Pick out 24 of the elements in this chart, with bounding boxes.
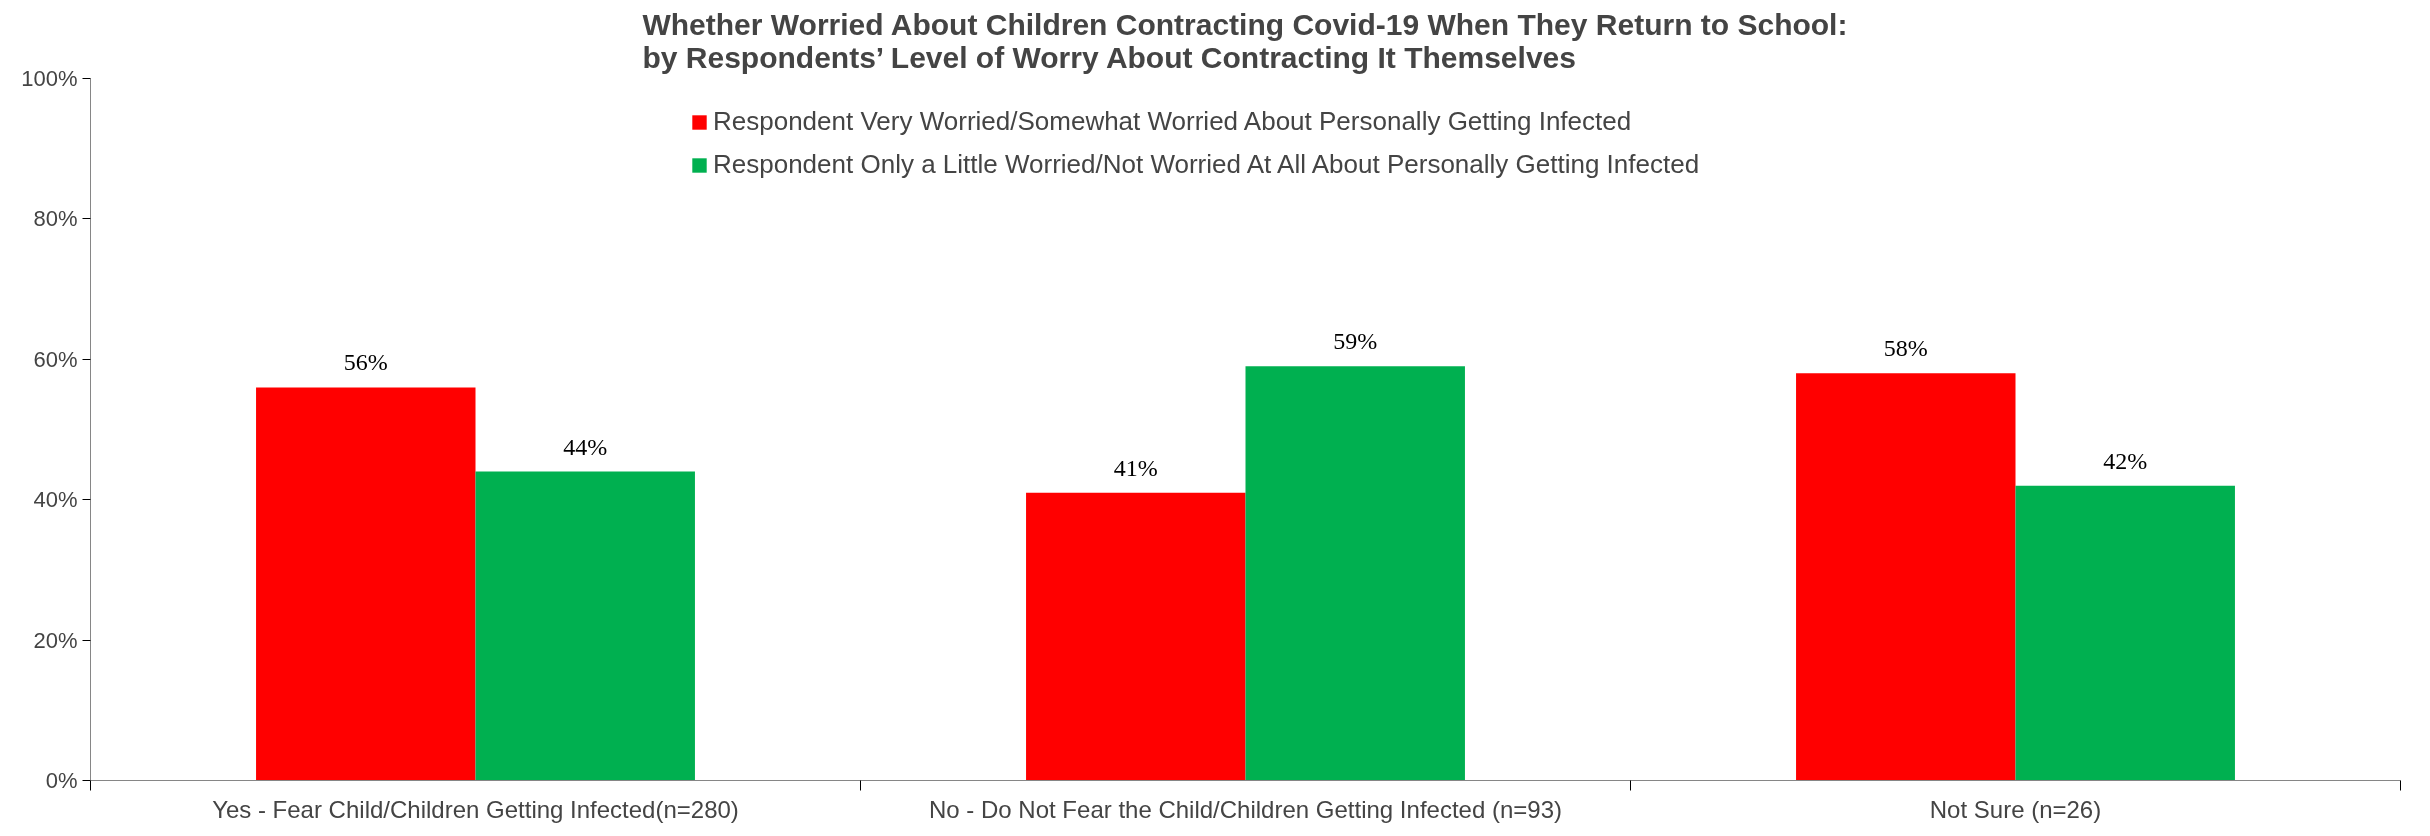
legend-label: Respondent Only a Little Worried/Not Worried At All About Personally Getting Infected [713, 149, 1700, 180]
legend-label: Respondent Very Worried/Somewhat Worried About Personally Getting Infected [713, 106, 1632, 137]
y-tick-label: 60% [33, 346, 78, 372]
bar [1245, 366, 1465, 781]
data-label: 58% [1883, 335, 1928, 362]
data-label: 44% [563, 433, 608, 460]
bar [2015, 485, 2235, 781]
data-label: 42% [2103, 447, 2148, 474]
y-tick-label: 0% [45, 768, 78, 793]
bar [1796, 373, 2016, 781]
y-tick-label: 100% [21, 66, 78, 91]
y-tick-label: 40% [33, 487, 78, 513]
x-tick-label: No - Do Not Fear the Child/Children Getting Infected (n=93) [929, 795, 1562, 823]
bar [256, 387, 476, 781]
y-tick-label: 20% [33, 627, 78, 653]
data-label: 41% [1113, 454, 1158, 481]
bar [1026, 492, 1246, 781]
chart-title: Whether Worried About Children Contracting Covid-19 When They Return to School: by Respondents’ Level of Worry About Contracting It Themselves [642, 7, 1848, 74]
data-label: 56% [343, 349, 388, 376]
x-tick-label: Not Sure (n=26) [1929, 795, 2102, 823]
data-label: 59% [1333, 328, 1378, 355]
y-tick-label: 80% [33, 206, 78, 232]
x-tick-label: Yes - Fear Child/Children Getting Infected(n=280) [212, 795, 739, 823]
bar [475, 471, 695, 781]
